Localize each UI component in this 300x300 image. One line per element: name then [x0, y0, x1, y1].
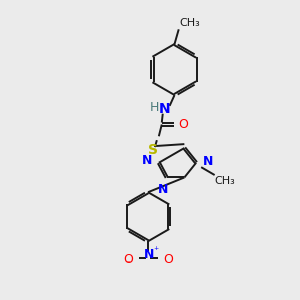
Text: O: O	[178, 118, 188, 131]
Text: ⁺: ⁺	[153, 246, 158, 256]
Text: CH₃: CH₃	[215, 176, 236, 185]
Text: N: N	[203, 155, 213, 168]
Text: N: N	[144, 248, 154, 260]
Text: O: O	[123, 254, 133, 266]
Text: N: N	[159, 102, 170, 116]
Text: H: H	[149, 101, 159, 114]
Text: CH₃: CH₃	[179, 18, 200, 28]
Text: S: S	[148, 143, 158, 157]
Text: O: O	[164, 254, 174, 266]
Text: N: N	[158, 183, 168, 196]
Text: N: N	[142, 154, 152, 167]
Text: ⁻: ⁻	[125, 259, 130, 269]
